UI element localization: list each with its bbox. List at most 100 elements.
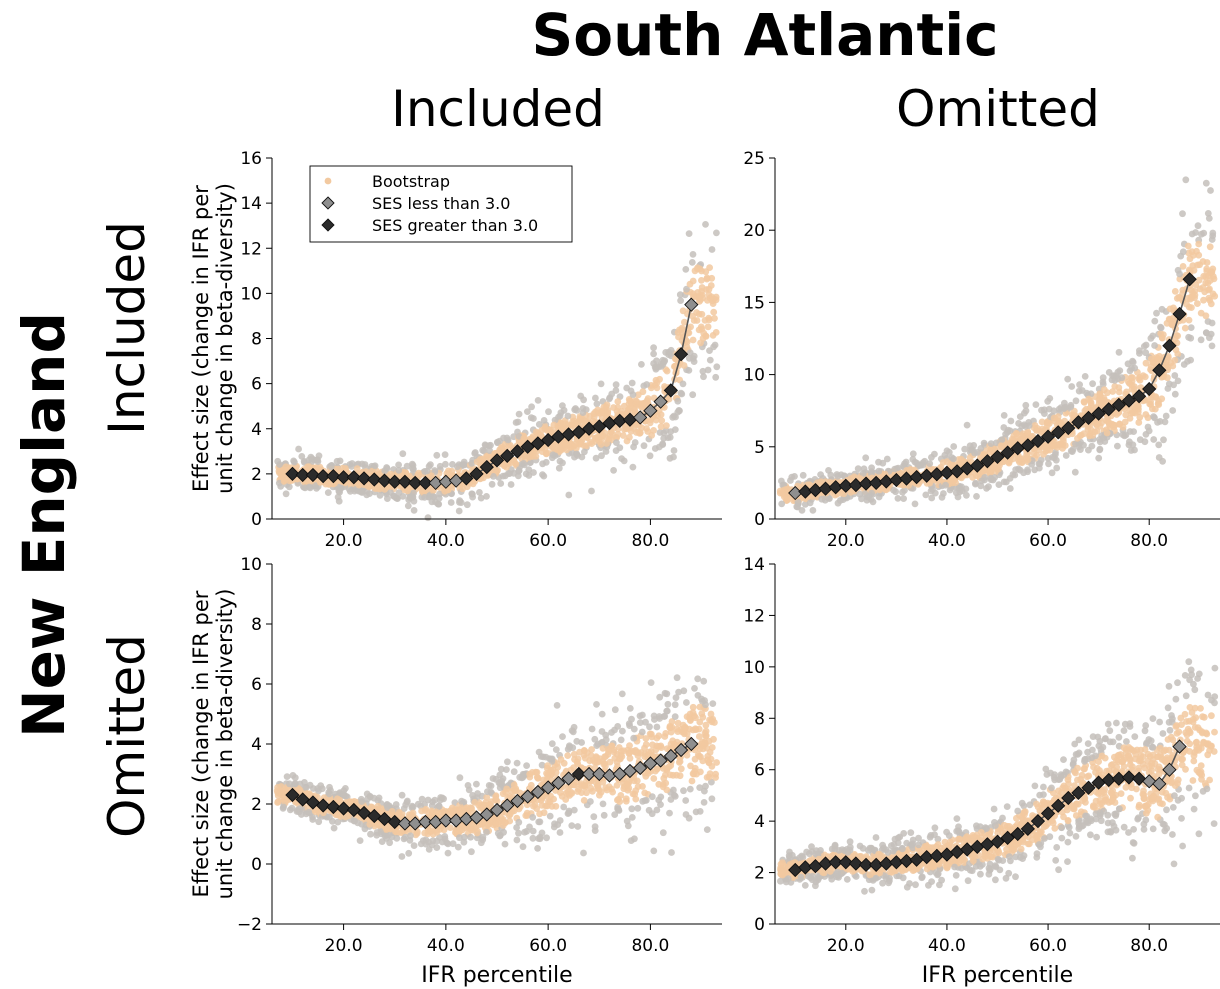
bootstrap-point (523, 809, 531, 817)
bootstrap-point (1170, 381, 1177, 389)
bootstrap-point (702, 221, 709, 228)
y-tick-label: 2 (251, 795, 262, 815)
bootstrap-point (1089, 380, 1096, 388)
bootstrap-point (612, 381, 620, 389)
bootstrap-point (274, 799, 281, 806)
bootstrap-point (1062, 452, 1070, 459)
bootstrap-point (455, 507, 463, 515)
ses-high-marker (356, 471, 372, 486)
bootstrap-point (387, 470, 395, 478)
bootstrap-point (295, 445, 302, 453)
bootstrap-point (713, 229, 720, 237)
bootstrap-point (677, 297, 684, 304)
x-tick-label: 80.0 (1130, 531, 1168, 551)
bootstrap-point (433, 828, 441, 836)
bootstrap-point (1064, 375, 1072, 383)
bootstrap-point (1185, 784, 1193, 792)
y-tick-label: 6 (251, 675, 262, 695)
bootstrap-point (997, 442, 1005, 450)
bootstrap-point (659, 829, 667, 837)
bootstrap-point (581, 417, 589, 425)
bootstrap-point (692, 714, 699, 722)
bootstrap-point (463, 804, 471, 811)
bootstrap-point (938, 493, 946, 501)
bootstrap-point (952, 479, 959, 486)
bootstrap-point (512, 460, 520, 468)
bootstrap-point (424, 796, 432, 804)
bootstrap-point (676, 407, 683, 415)
ses-high-marker (673, 347, 689, 362)
bootstrap-point (542, 802, 549, 810)
bootstrap-point (704, 323, 712, 331)
bootstrap-point (945, 448, 953, 456)
bootstrap-point (1140, 820, 1148, 828)
bootstrap-point (529, 813, 537, 821)
bootstrap-point (569, 744, 577, 752)
bootstrap-point (650, 360, 657, 367)
bootstrap-point (1195, 240, 1203, 248)
bootstrap-point (969, 473, 976, 481)
bootstrap-point (632, 397, 639, 405)
bootstrap-point (544, 762, 551, 770)
ses-high-marker (510, 444, 525, 459)
bootstrap-point (978, 477, 986, 485)
bootstrap-point (1122, 431, 1130, 439)
bootstrap-point (554, 821, 562, 828)
bootstrap-point (1184, 357, 1191, 365)
bootstrap-point (327, 463, 335, 471)
bootstrap-point (473, 829, 481, 837)
bootstrap-point (653, 806, 661, 814)
bootstrap-point (646, 452, 654, 460)
bootstrap-point (676, 772, 684, 780)
y-tick-label: 6 (251, 375, 262, 395)
bootstrap-point (409, 493, 417, 501)
bootstrap-point (780, 493, 788, 501)
bootstrap-point (367, 830, 374, 838)
bootstrap-point (573, 758, 581, 766)
bootstrap-point (642, 741, 650, 748)
bootstrap-point (1206, 277, 1214, 284)
bootstrap-point (650, 427, 657, 434)
bootstrap-point (680, 787, 687, 795)
ses-high-marker (418, 475, 433, 491)
bootstrap-point (1139, 372, 1147, 379)
bootstrap-point (1142, 411, 1150, 418)
bootstrap-point (1161, 418, 1169, 426)
bootstrap-point (704, 366, 712, 374)
bootstrap-point (643, 381, 651, 388)
bootstrap-point (593, 701, 600, 708)
bootstrap-point (696, 808, 704, 815)
bootstrap-point (658, 417, 666, 424)
bootstrap-point (376, 492, 384, 499)
bootstrap-point (557, 756, 565, 763)
bootstrap-point (1136, 347, 1143, 354)
bootstrap-point (670, 447, 678, 454)
ses-high-marker (295, 467, 310, 483)
bootstrap-point (1150, 436, 1158, 443)
bootstrap-point (662, 427, 670, 434)
bootstrap-point (1089, 432, 1097, 439)
bootstrap-point (1095, 454, 1103, 462)
bootstrap-point (1184, 242, 1192, 250)
bootstrap-point (1115, 348, 1123, 356)
bootstrap-point (504, 436, 512, 444)
bootstrap-point (373, 485, 381, 492)
bootstrap-point (383, 801, 391, 809)
bootstrap-point (1199, 258, 1207, 265)
bootstrap-point (629, 391, 637, 398)
bootstrap-point (354, 819, 362, 827)
bootstrap-point (579, 405, 587, 412)
bootstrap-point (700, 329, 708, 337)
bootstrap-point (467, 833, 474, 841)
bootstrap-point (1071, 468, 1079, 476)
bootstrap-point (670, 786, 677, 794)
bootstrap-point (559, 733, 566, 740)
bootstrap-point (1155, 454, 1163, 461)
bootstrap-point (552, 746, 560, 753)
bootstrap-point (573, 450, 581, 458)
bootstrap-point (836, 497, 844, 504)
bootstrap-point (501, 819, 509, 827)
bootstrap-point (1153, 309, 1160, 317)
